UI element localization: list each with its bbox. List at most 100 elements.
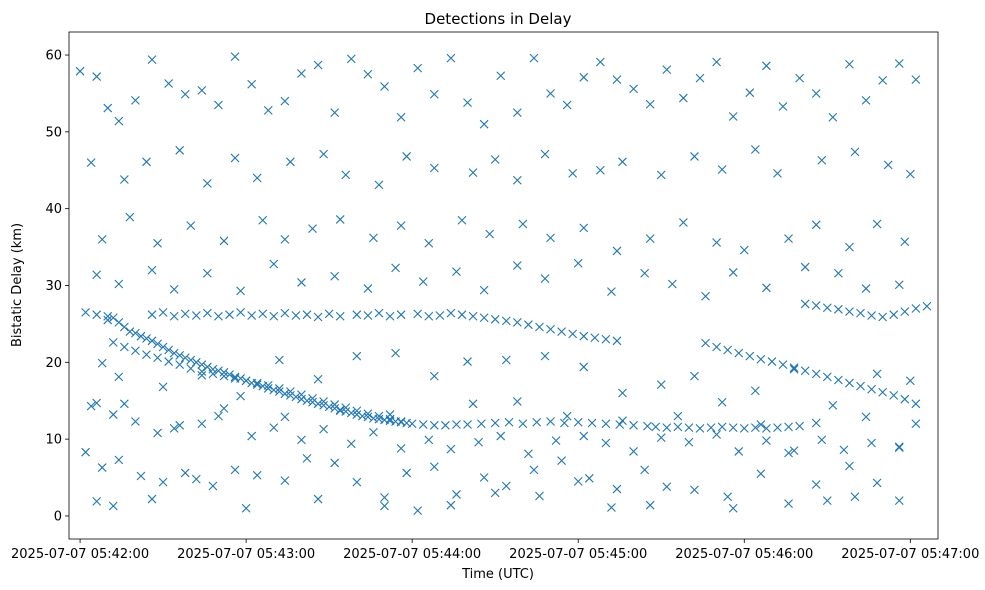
data-point (579, 331, 589, 341)
data-point (258, 309, 268, 319)
data-point (440, 420, 450, 430)
data-point (579, 362, 589, 372)
data-point (92, 72, 102, 81)
data-point (346, 439, 356, 449)
data-point (252, 173, 262, 183)
data-point (662, 65, 672, 75)
data-point (369, 233, 378, 243)
data-point (446, 500, 456, 510)
data-point (568, 329, 578, 339)
data-point (341, 403, 351, 413)
x-tick-label: 2025-07-07 05:46:00 (675, 547, 813, 562)
data-point (629, 447, 638, 456)
data-point (108, 337, 118, 347)
data-point (319, 149, 328, 159)
data-point (81, 447, 90, 457)
data-point (219, 404, 229, 413)
data-point (474, 437, 483, 447)
x-axis-label: Time (UTC) (461, 567, 534, 582)
data-point (490, 314, 500, 324)
data-point (723, 492, 733, 502)
data-point (153, 238, 162, 248)
data-point (833, 268, 843, 278)
data-point (656, 380, 666, 389)
data-point (435, 311, 445, 320)
data-point (872, 219, 882, 229)
data-point (158, 382, 168, 392)
data-point (501, 316, 511, 326)
data-point (579, 72, 589, 82)
data-point (92, 310, 102, 320)
data-point (97, 235, 107, 244)
data-point (590, 333, 600, 343)
data-point (839, 445, 849, 455)
data-point (247, 431, 257, 441)
data-point (252, 470, 262, 480)
data-point (291, 311, 301, 320)
data-point (750, 145, 760, 154)
data-point (607, 287, 616, 297)
data-point (529, 465, 539, 475)
data-point (363, 284, 373, 293)
data-point (645, 500, 655, 510)
data-point (562, 100, 572, 110)
data-point (900, 237, 910, 247)
data-point (236, 286, 245, 296)
data-point (695, 73, 705, 83)
x-tick-label: 2025-07-07 05:44:00 (343, 547, 481, 562)
data-point (402, 468, 412, 478)
data-point (496, 71, 506, 81)
data-point (269, 259, 279, 269)
data-point (142, 334, 151, 343)
data-point (535, 322, 544, 332)
data-point (762, 436, 771, 446)
data-point (894, 496, 904, 505)
y-tick-label: 50 (45, 125, 62, 140)
data-point (147, 336, 157, 346)
data-point (280, 476, 290, 486)
data-point (828, 112, 838, 122)
data-point (656, 433, 666, 442)
data-point (504, 417, 514, 427)
data-point (679, 93, 688, 103)
data-point (352, 410, 362, 419)
data-point (136, 471, 146, 481)
data-point (269, 385, 279, 395)
y-tick-label: 20 (45, 356, 62, 371)
data-point (429, 89, 439, 99)
data-point (894, 442, 904, 452)
data-point (108, 410, 118, 419)
data-point (845, 59, 854, 69)
data-point (180, 353, 190, 363)
data-point (789, 363, 799, 373)
data-point (225, 310, 234, 320)
data-point (214, 411, 223, 421)
data-point (457, 215, 467, 225)
data-point (308, 397, 317, 407)
data-point (341, 170, 351, 180)
data-point (723, 345, 733, 355)
data-point (701, 291, 710, 301)
data-point (811, 301, 821, 310)
data-point (247, 79, 257, 89)
data-point (795, 73, 805, 83)
data-point (828, 400, 838, 410)
data-point (856, 308, 865, 318)
data-point (784, 422, 793, 432)
data-point (612, 484, 622, 494)
data-point (463, 357, 472, 366)
data-point (413, 309, 423, 319)
data-point (131, 417, 140, 426)
data-point (396, 443, 406, 453)
data-point (615, 420, 625, 429)
data-point (269, 311, 279, 321)
data-point (86, 158, 96, 167)
data-point (690, 152, 699, 161)
data-point (856, 381, 865, 391)
data-point (429, 462, 439, 472)
data-point (889, 390, 899, 400)
data-point (587, 418, 597, 428)
chart-title: Detections in Delay (425, 10, 572, 28)
data-point (524, 449, 533, 459)
